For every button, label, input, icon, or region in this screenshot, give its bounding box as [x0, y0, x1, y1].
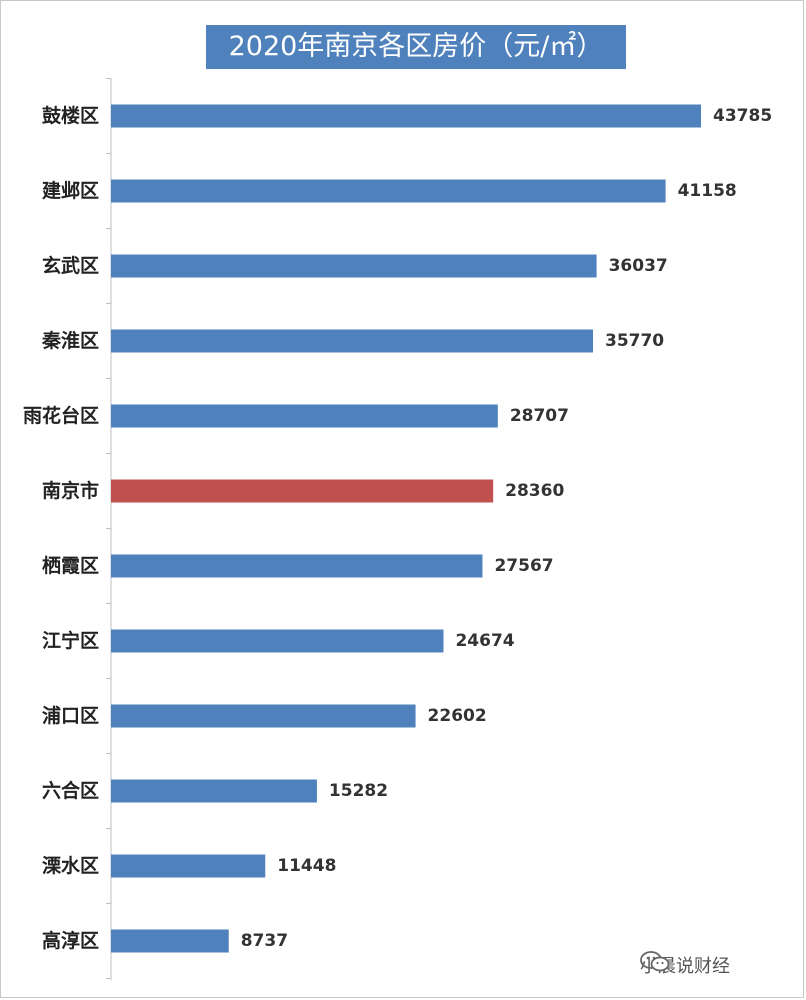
category-label: 浦口区	[42, 704, 99, 727]
category-label: 栖霞区	[42, 554, 99, 577]
value-label: 15282	[329, 781, 388, 801]
bar	[111, 554, 483, 578]
category-label: 六合区	[42, 779, 99, 802]
bar	[111, 854, 266, 878]
wechat-icon	[640, 951, 670, 972]
value-label: 22602	[428, 706, 487, 726]
value-label: 24674	[455, 631, 514, 651]
bar	[111, 104, 701, 128]
value-label: 35770	[605, 331, 664, 351]
category-label: 南京市	[42, 479, 99, 502]
value-label: 36037	[609, 256, 668, 276]
watermark: 小晨说财经	[640, 950, 730, 980]
value-label: 28360	[505, 481, 564, 501]
value-label: 8737	[241, 931, 288, 951]
bar	[111, 329, 593, 353]
bar	[111, 629, 444, 653]
category-label: 江宁区	[42, 629, 99, 652]
value-label: 28707	[510, 406, 569, 426]
bar	[111, 779, 317, 803]
value-label: 27567	[494, 556, 553, 576]
value-label: 11448	[277, 856, 336, 876]
bar	[111, 479, 494, 503]
category-label: 高淳区	[42, 929, 99, 952]
value-label: 43785	[713, 106, 772, 126]
category-label: 玄武区	[42, 254, 99, 277]
category-label: 溧水区	[42, 854, 99, 877]
category-label: 雨花台区	[23, 404, 99, 427]
category-label: 建邺区	[42, 179, 99, 202]
bar	[111, 254, 597, 278]
category-label: 秦淮区	[41, 329, 99, 352]
bar	[111, 929, 229, 953]
bar	[111, 179, 666, 203]
category-label: 鼓楼区	[42, 104, 99, 127]
value-label: 41158	[678, 181, 737, 201]
chart-title: 2020年南京各区房价（元/㎡）	[206, 25, 626, 69]
bar	[111, 404, 498, 428]
bar	[111, 704, 416, 728]
